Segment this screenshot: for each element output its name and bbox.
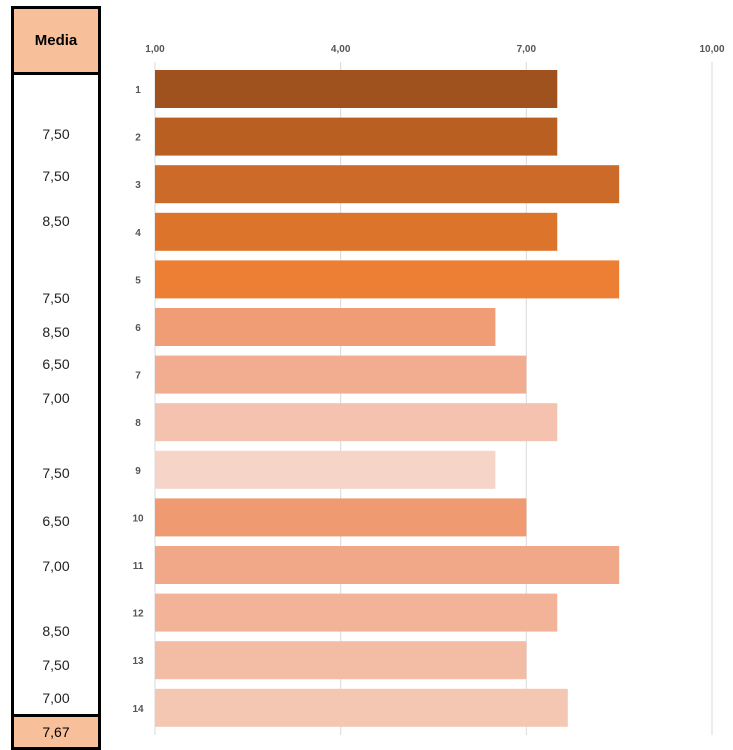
media-value: 6,50 [42, 356, 70, 372]
media-value: 7,50 [42, 290, 70, 306]
category-label: 4 [135, 228, 141, 239]
category-label: 5 [135, 275, 141, 286]
bar-1 [155, 70, 558, 108]
media-panel: Media 7,50 7,50 8,50 7,50 8,50 6,50 7,00 7,50 6,… [11, 6, 101, 750]
bars [155, 70, 620, 727]
media-value: 8,50 [42, 213, 70, 229]
media-value: 7,50 [42, 126, 70, 142]
media-value: 7,50 [42, 465, 70, 481]
bar-7 [155, 355, 527, 394]
media-value: 8,50 [42, 623, 70, 639]
media-average: 7,67 [14, 714, 98, 747]
x-axis-ticks: 1,00 4,00 7,00 10,00 [145, 44, 725, 55]
category-label: 13 [132, 656, 144, 667]
category-label: 3 [135, 180, 141, 191]
category-label: 7 [135, 371, 141, 382]
x-tick-label: 4,00 [331, 44, 351, 55]
bar-12 [155, 593, 558, 632]
category-label: 2 [135, 133, 141, 144]
media-value: 7,00 [42, 690, 70, 706]
bar-8 [155, 403, 558, 442]
media-value: 6,50 [42, 513, 70, 529]
category-label: 12 [132, 609, 144, 620]
category-label: 11 [133, 561, 144, 572]
category-label: 1 [135, 85, 141, 96]
bar-9 [155, 450, 496, 489]
x-tick-label: 1,00 [145, 44, 165, 55]
bar-10 [155, 498, 527, 537]
gridlines [154, 62, 713, 735]
media-value: 7,50 [42, 168, 70, 184]
bar-11 [155, 546, 620, 584]
media-value: 8,50 [42, 324, 70, 340]
category-label: 6 [135, 323, 141, 334]
media-header: Media [14, 9, 98, 75]
category-label: 10 [132, 513, 144, 524]
bar-13 [155, 641, 527, 680]
category-label: 9 [135, 466, 141, 477]
x-tick-label: 10,00 [699, 44, 724, 55]
media-value: 7,00 [42, 390, 70, 406]
bar-3 [155, 165, 620, 204]
bar-2 [155, 117, 558, 156]
bar-4 [155, 212, 558, 251]
category-label: 14 [132, 704, 144, 715]
category-label: 8 [135, 418, 141, 429]
media-value: 7,50 [42, 657, 70, 673]
media-value: 7,00 [42, 558, 70, 574]
x-tick-label: 7,00 [517, 44, 537, 55]
bar-5 [155, 260, 620, 299]
bar-6 [155, 308, 496, 346]
bar-14 [155, 688, 568, 727]
